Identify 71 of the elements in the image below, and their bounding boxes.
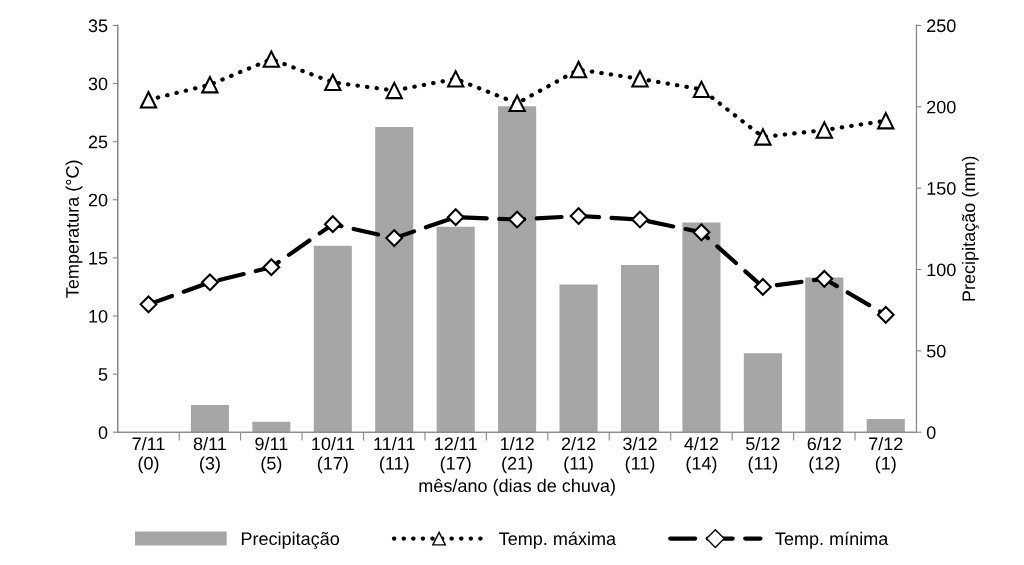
point xyxy=(692,223,711,242)
bar xyxy=(682,222,721,433)
point xyxy=(447,70,465,88)
bar xyxy=(375,126,414,433)
point xyxy=(815,269,834,288)
x-tick-label: 8/11 (3) xyxy=(193,436,226,474)
bar xyxy=(436,226,475,433)
y-tick-label: 5 xyxy=(98,368,108,381)
point xyxy=(631,210,649,229)
y-tick-label: 30 xyxy=(88,77,108,91)
x-tick-label: 7/11 (0) xyxy=(132,436,165,474)
y2-tick-label: 150 xyxy=(927,182,956,195)
y2-tick-label: 250 xyxy=(927,19,956,33)
point xyxy=(692,80,711,99)
y-tick-label: 25 xyxy=(88,135,108,149)
bar xyxy=(190,404,229,433)
x-tick-label: 1/12 (21) xyxy=(500,436,534,474)
point xyxy=(508,94,526,112)
bar xyxy=(620,265,660,433)
bar xyxy=(252,421,291,433)
point xyxy=(877,112,895,130)
point xyxy=(569,207,588,225)
y-tick-label: 15 xyxy=(89,252,108,265)
y-axis-title: Temperatura (°C) xyxy=(65,160,83,298)
point xyxy=(508,210,527,229)
point xyxy=(262,258,281,277)
point xyxy=(876,305,895,324)
point xyxy=(385,229,404,248)
y-tick-label: 10 xyxy=(89,309,108,323)
point xyxy=(631,70,649,88)
y2-tick-label: 200 xyxy=(927,100,956,114)
point xyxy=(262,50,281,68)
x-tick-label: 5/12 (11) xyxy=(746,436,780,474)
bar xyxy=(743,353,782,433)
point xyxy=(201,273,219,292)
bar xyxy=(866,418,905,433)
x-tick-label: 12/11 (17) xyxy=(435,436,477,474)
point xyxy=(815,121,833,139)
point xyxy=(569,60,588,79)
bar xyxy=(498,106,537,433)
point xyxy=(139,91,158,109)
point xyxy=(323,215,342,234)
x-tick-label: 2/12 (11) xyxy=(561,436,596,474)
legend-label: Temp. mínima xyxy=(775,531,889,549)
point xyxy=(324,73,342,92)
x-axis-title: mês/ano (dias de chuva) xyxy=(419,478,615,496)
legend-label: Temp. máxima xyxy=(499,531,617,549)
point xyxy=(139,295,158,314)
y-tick-label: 35 xyxy=(88,19,108,33)
point xyxy=(385,81,403,100)
y2-tick-label: 100 xyxy=(927,263,956,277)
y-tick-label: 20 xyxy=(88,193,108,207)
x-tick-label: 7/12 (1) xyxy=(869,436,903,474)
bar xyxy=(559,284,598,433)
x-tick-label: 6/12 (12) xyxy=(807,436,841,474)
y2-tick-label: 0 xyxy=(926,426,936,439)
point xyxy=(446,208,465,227)
y2-axis-title: Precipitação (mm) xyxy=(961,156,979,301)
x-tick-label: 11/11 (11) xyxy=(374,436,415,474)
y2-tick-label: 50 xyxy=(926,344,946,358)
y-tick-label: 0 xyxy=(98,426,108,439)
legend-label: Precipitação xyxy=(241,531,340,549)
point xyxy=(753,278,772,296)
x-tick-label: 10/11 (17) xyxy=(312,436,354,474)
x-tick-label: 9/11 (5) xyxy=(255,436,288,474)
point xyxy=(754,128,772,146)
bar xyxy=(805,277,844,433)
bar xyxy=(313,245,352,433)
x-tick-label: 3/12 (11) xyxy=(623,436,657,474)
x-tick-label: 4/12 (14) xyxy=(684,436,719,474)
point xyxy=(201,76,219,94)
